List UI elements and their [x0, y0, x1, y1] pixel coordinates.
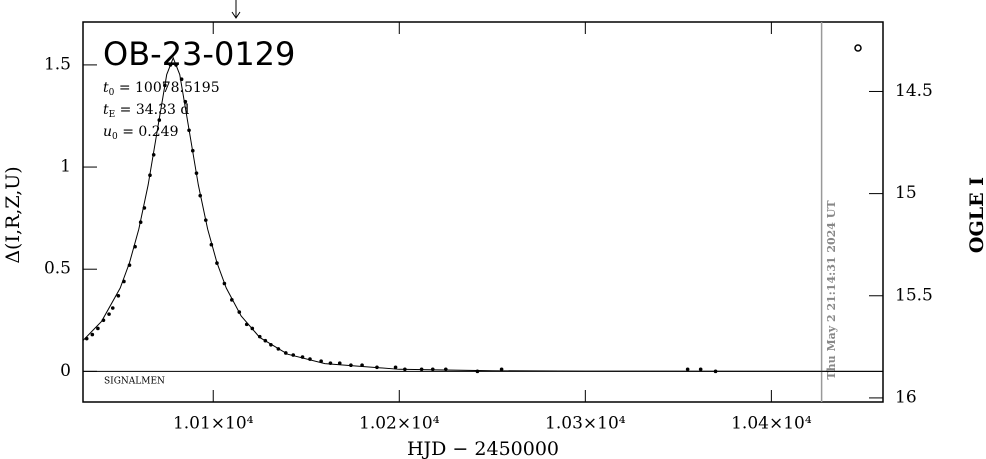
data-point [685, 367, 690, 372]
y-tick-label: 1 [60, 157, 71, 177]
param-symbol: t [103, 102, 109, 118]
data-point [90, 332, 95, 337]
param: t0 = 10078.5195 [103, 80, 220, 98]
param: tE = 34.33 d [103, 102, 189, 120]
param-symbol: u [103, 124, 112, 140]
data-point [443, 367, 448, 372]
data-point [698, 367, 703, 372]
timestamp: Thu May 2 21:14:31 2024 UT [825, 200, 838, 380]
y2-tick-label: 14.5 [895, 81, 933, 101]
data-point [107, 312, 111, 316]
x-tick-label: 1.04×10⁴ [731, 414, 812, 434]
y-tick-label: 1.5 [44, 54, 71, 74]
param-text: = 10078.5195 [114, 80, 219, 96]
data-point [337, 361, 342, 365]
plot-frame [82, 21, 884, 403]
param-sub: 0 [112, 132, 118, 142]
x-tick-label: 1.03×10⁴ [545, 414, 626, 434]
param-sub: E [109, 110, 116, 120]
data-point [96, 326, 100, 331]
y2-tick-label: 15 [895, 183, 917, 203]
symbol-marker [854, 44, 862, 52]
data-point [499, 367, 504, 372]
y-tick-label: 0.5 [44, 259, 71, 279]
chart-title: OB-23-0129 [103, 35, 295, 73]
y-axis-label: Δ(I,R,Z,U) [2, 166, 24, 263]
param-text: = 0.249 [118, 124, 179, 140]
data-point [116, 293, 121, 298]
param-sub: 0 [109, 88, 115, 98]
x-axis-label: HJD − 2450000 [407, 438, 559, 459]
x-tick-label: 1.01×10⁴ [173, 414, 254, 434]
param-text: = 34.33 d [115, 102, 189, 118]
y2-tick-label: 15.5 [895, 285, 933, 305]
data-point [110, 306, 115, 310]
marker-arrow-head [231, 11, 241, 19]
model-curve [82, 56, 884, 372]
data-point [393, 365, 398, 370]
param-symbol: t [103, 80, 109, 96]
y2-axis-label: OGLE I [966, 177, 986, 253]
x-tick-label: 1.02×10⁴ [359, 414, 440, 434]
annotation: SIGNALMEN [104, 377, 165, 387]
y-tick-label: 0 [60, 361, 71, 381]
param: u0 = 0.249 [103, 124, 178, 142]
y2-tick-label: 16 [895, 387, 917, 407]
